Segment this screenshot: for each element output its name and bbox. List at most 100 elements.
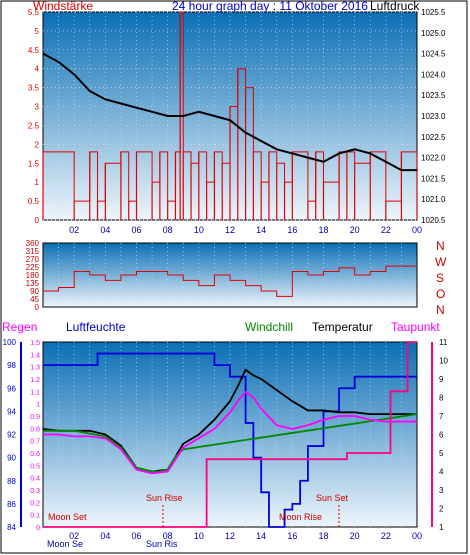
y-tick-regen: 1.3 <box>30 365 40 372</box>
y-tick-temp: 8 <box>439 394 444 403</box>
moon-set-label: Moon Set <box>48 512 87 522</box>
x-tick-label: 16 <box>287 225 297 235</box>
bottom-moon-set: Moon Se <box>47 539 83 549</box>
y-tick-temp: 4 <box>439 468 444 477</box>
x-tick-label: 12 <box>225 531 235 541</box>
y-tick-wind: 1 <box>35 178 40 187</box>
y-tick-humidity: 84 <box>7 523 16 532</box>
y-tick-humidity: 88 <box>7 477 16 486</box>
y-tick-direction: 360 <box>26 239 40 248</box>
compass-s: S <box>436 271 444 285</box>
y-tick-regen: 0.4 <box>30 476 40 483</box>
y-tick-humidity: 92 <box>7 431 16 440</box>
y-tick-humidity: 90 <box>7 454 16 463</box>
y-tick-regen: 1.1 <box>30 389 40 396</box>
y-tick-wind: 4 <box>35 65 40 74</box>
x-tick-label: 10 <box>194 225 204 235</box>
y-tick-wind: 2 <box>35 140 40 149</box>
y-tick-regen: 0.1 <box>30 513 40 520</box>
y-tick-wind: 1.5 <box>28 159 40 168</box>
y-tick-pressure: 1024.0 <box>421 70 446 79</box>
temperatur-series <box>42 368 417 473</box>
compass-n2: N <box>436 303 445 317</box>
x-tick-label: 18 <box>318 531 328 541</box>
x-tick-label: 12 <box>225 225 235 235</box>
y-tick-temp: 7 <box>439 412 444 421</box>
label-temperatur: Temperatur <box>312 320 373 334</box>
moon-rise-label: Moon Rise <box>279 512 322 522</box>
x-tick-label: 02 <box>69 531 79 541</box>
y-tick-regen: 0.5 <box>30 463 40 470</box>
pressure-series <box>42 52 417 172</box>
x-tick-label: 06 <box>131 225 141 235</box>
y-tick-temp: 1 <box>439 523 444 532</box>
y-tick-wind: 0 <box>35 216 40 225</box>
label-luftfeuchte: Luftfeuchte <box>66 320 126 334</box>
y-tick-regen: 1 <box>36 402 40 409</box>
sun-rise-label: Sun Rise <box>146 493 183 503</box>
pressure-label: Luftdruck <box>370 0 420 13</box>
y-tick-wind: 2.5 <box>28 121 40 130</box>
x-tick-label: 08 <box>163 531 173 541</box>
compass-w: W <box>435 255 447 269</box>
y-tick-regen: 0.3 <box>30 488 40 495</box>
x-tick-label: 02 <box>69 225 79 235</box>
y-tick-temp: 5 <box>439 449 444 458</box>
y-tick-pressure: 1025.0 <box>421 29 446 38</box>
y-tick-regen: 0.9 <box>30 414 40 421</box>
compass-n1: N <box>436 239 445 253</box>
y-tick-temp: 3 <box>439 486 444 495</box>
y-tick-pressure: 1022.0 <box>421 154 446 163</box>
x-tick-label: 18 <box>318 225 328 235</box>
x-tick-label: 20 <box>350 225 360 235</box>
y-tick-wind: 3 <box>35 103 40 112</box>
y-tick-wind: 0.5 <box>28 197 40 206</box>
y-tick-pressure: 1020.5 <box>421 216 446 225</box>
y-tick-pressure: 1025.5 <box>421 8 446 17</box>
chart-title: 24 hour graph day : 11 Oktober 2016 <box>172 0 368 13</box>
y-tick-humidity: 96 <box>7 384 16 393</box>
y-tick-direction: 0 <box>35 303 40 312</box>
x-tick-label: 08 <box>163 225 173 235</box>
y-tick-temp: 11 <box>439 338 448 347</box>
y-tick-regen: 0.8 <box>30 426 40 433</box>
y-tick-pressure: 1021.0 <box>421 195 446 204</box>
y-tick-temp: 10 <box>439 357 448 366</box>
y-tick-regen: 0.2 <box>30 500 40 507</box>
x-tick-label: 22 <box>381 225 391 235</box>
x-tick-label: 04 <box>100 531 110 541</box>
y-tick-humidity: 86 <box>7 500 16 509</box>
label-windchill: Windchill <box>245 320 293 334</box>
direction-series <box>43 265 417 297</box>
y-tick-temp: 9 <box>439 375 444 384</box>
x-tick-label: 06 <box>131 531 141 541</box>
y-tick-direction: 45 <box>30 295 39 304</box>
x-tick-label: 00 <box>412 531 422 541</box>
bottom-sun-rise: Sun Ris <box>146 539 178 549</box>
y-tick-humidity: 94 <box>7 407 16 416</box>
x-tick-label: 04 <box>100 225 110 235</box>
x-tick-label: 20 <box>350 531 360 541</box>
y-tick-regen: 1.2 <box>30 377 40 384</box>
y-tick-temp: 6 <box>439 431 444 440</box>
label-taupunkt: Taupunkt <box>391 320 440 334</box>
y-tick-pressure: 1023.5 <box>421 91 446 100</box>
y-tick-regen: 1.4 <box>30 352 40 359</box>
y-tick-pressure: 1021.5 <box>421 174 446 183</box>
y-tick-wind: 4.5 <box>28 46 40 55</box>
y-tick-pressure: 1023.0 <box>421 112 446 121</box>
x-tick-label: 22 <box>381 531 391 541</box>
y-tick-regen: 1.5 <box>30 340 40 347</box>
x-tick-label: 00 <box>412 225 422 235</box>
y-tick-regen: 0.7 <box>30 439 40 446</box>
y-tick-direction: 270 <box>26 255 40 264</box>
y-tick-direction: 180 <box>26 271 40 280</box>
regen-series <box>43 341 417 528</box>
y-tick-regen: 0 <box>36 525 40 532</box>
y-tick-wind: 5 <box>35 27 40 36</box>
y-tick-pressure: 1022.5 <box>421 133 446 142</box>
x-tick-label: 16 <box>287 531 297 541</box>
y-tick-wind: 3.5 <box>28 84 40 93</box>
